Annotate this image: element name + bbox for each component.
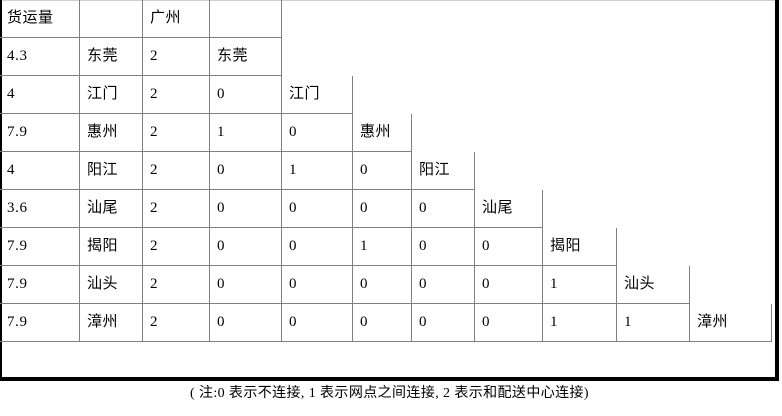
- row-freight-value: 7.9: [0, 304, 80, 342]
- matrix-cell-value: 0: [412, 190, 475, 228]
- matrix-cell-value: 0: [210, 266, 282, 304]
- row-freight-value: 4: [0, 76, 80, 114]
- row-city-label: 揭阳: [80, 228, 143, 266]
- matrix-cell-value: 0: [412, 304, 475, 342]
- row-freight-value: 3.6: [0, 190, 80, 228]
- row-diagonal-label: 漳州: [690, 304, 772, 342]
- row-diagonal-label: 汕尾: [475, 190, 543, 228]
- row-city-label: 汕尾: [80, 190, 143, 228]
- row-diagonal-label: 阳江: [412, 152, 475, 190]
- row-city-label: 东莞: [80, 38, 143, 76]
- matrix-cell-value: 0: [210, 190, 282, 228]
- matrix-cell-value: 1: [543, 266, 617, 304]
- matrix-cell-value: 2: [143, 190, 210, 228]
- matrix-cell-value: 2: [143, 304, 210, 342]
- matrix-cell-value: 1: [353, 228, 412, 266]
- matrix-cell-value: 0: [210, 228, 282, 266]
- matrix-cell-value: 0: [282, 228, 353, 266]
- header-cell-blank: [210, 0, 282, 38]
- matrix-cell-value: 0: [210, 304, 282, 342]
- row-freight-value: 4.3: [0, 38, 80, 76]
- matrix-cell-value: 0: [353, 190, 412, 228]
- header-cell-site: [80, 0, 143, 38]
- matrix-cell-value: 0: [475, 304, 543, 342]
- row-city-label: 汕头: [80, 266, 143, 304]
- row-city-label: 江门: [80, 76, 143, 114]
- matrix-cell-value: 1: [543, 304, 617, 342]
- table-right-rule: [775, 0, 779, 381]
- matrix-cell-value: 2: [143, 266, 210, 304]
- matrix-cell-value: 0: [353, 304, 412, 342]
- matrix-cell-value: 0: [412, 266, 475, 304]
- matrix-cell-value: 0: [353, 152, 412, 190]
- table-left-rule: [0, 0, 2, 381]
- row-city-label: 阳江: [80, 152, 143, 190]
- row-city-label: 惠州: [80, 114, 143, 152]
- matrix-cell-value: 1: [617, 304, 690, 342]
- row-freight-value: 4: [0, 152, 80, 190]
- matrix-cell-value: 0: [353, 266, 412, 304]
- matrix-cell-value: 1: [210, 114, 282, 152]
- row-city-label: 漳州: [80, 304, 143, 342]
- matrix-cell-value: 0: [210, 76, 282, 114]
- matrix-cell-value: 2: [143, 228, 210, 266]
- matrix-cell-value: 0: [412, 228, 475, 266]
- row-freight-value: 7.9: [0, 266, 80, 304]
- header-cell-center: 广州: [143, 0, 210, 38]
- matrix-cell-value: 1: [282, 152, 353, 190]
- matrix-cell-value: 2: [143, 38, 210, 76]
- table-bottom-rule: [0, 377, 779, 381]
- matrix-cell-value: 0: [475, 228, 543, 266]
- matrix-cell-value: 0: [282, 304, 353, 342]
- table-footnote: ( 注:0 表示不连接, 1 表示网点之间连接, 2 表示和配送中心连接): [189, 386, 589, 401]
- matrix-cell-value: 0: [475, 266, 543, 304]
- row-diagonal-label: 惠州: [353, 114, 412, 152]
- matrix-cell-value: 2: [143, 114, 210, 152]
- matrix-cell-value: 0: [282, 114, 353, 152]
- row-diagonal-label: 江门: [282, 76, 353, 114]
- row-freight-value: 7.9: [0, 114, 80, 152]
- matrix-cell-value: 2: [143, 152, 210, 190]
- header-cell-freight: 货运量: [0, 0, 80, 38]
- matrix-cell-value: 0: [282, 190, 353, 228]
- row-diagonal-label: 揭阳: [543, 228, 617, 266]
- row-diagonal-label: 东莞: [210, 38, 282, 76]
- table-top-rule: [0, 0, 779, 1]
- matrix-cell-value: 0: [282, 266, 353, 304]
- matrix-cell-value: 2: [143, 76, 210, 114]
- matrix-cell-value: 0: [210, 152, 282, 190]
- row-freight-value: 7.9: [0, 228, 80, 266]
- row-diagonal-label: 汕头: [617, 266, 690, 304]
